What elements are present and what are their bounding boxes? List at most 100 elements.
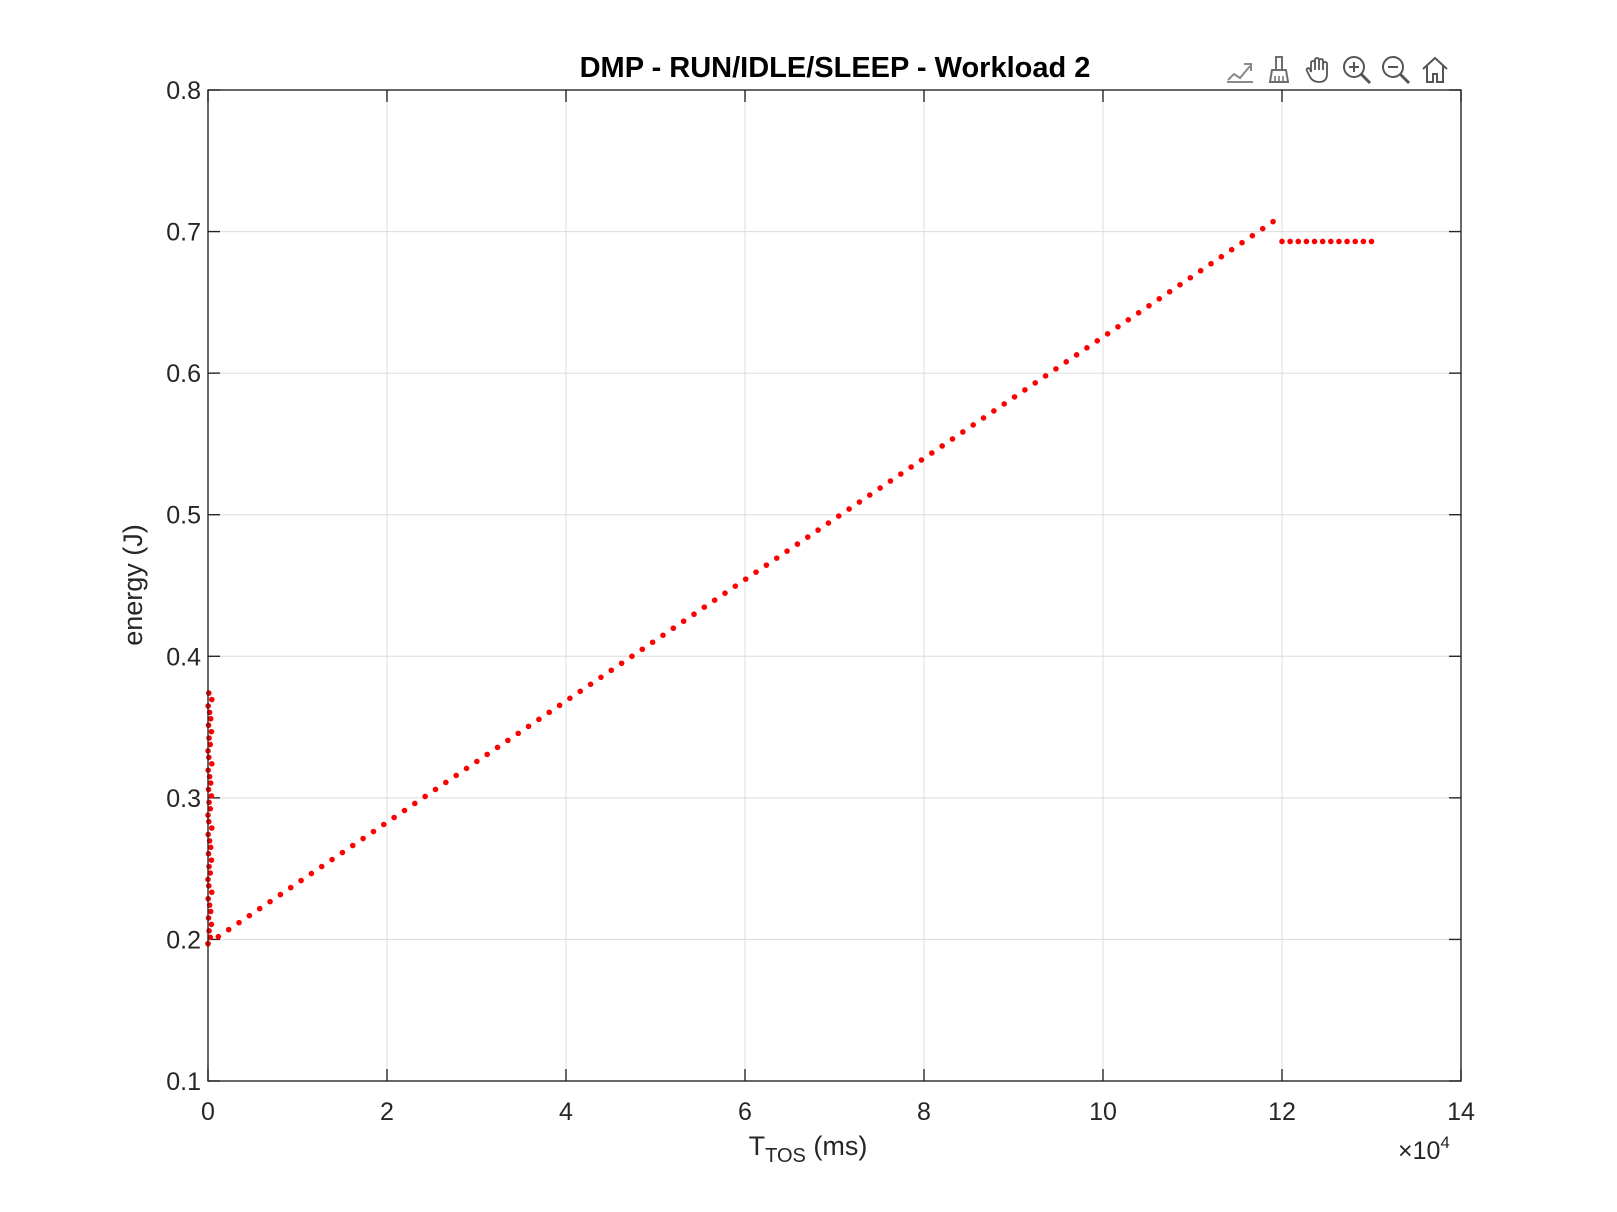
data-point (474, 758, 480, 765)
data-point (1042, 373, 1049, 379)
data-point (208, 825, 215, 831)
data-point (246, 912, 253, 919)
data-point (1125, 317, 1132, 323)
y-tick-label: 0.8 (166, 77, 201, 105)
x-tick-label: 2 (380, 1098, 394, 1126)
data-point (208, 760, 215, 767)
data-point (287, 884, 294, 891)
data-point (206, 735, 212, 741)
data-point (1270, 218, 1276, 225)
data-point (207, 844, 214, 851)
data-point (1328, 238, 1334, 245)
data-point (804, 534, 811, 540)
x-axis-label: TTOS (ms) (749, 1131, 868, 1167)
data-point (225, 926, 232, 933)
data-point (1228, 246, 1235, 253)
data-point (494, 744, 501, 751)
data-point (939, 443, 945, 449)
data-point (970, 422, 976, 428)
data-point (208, 921, 215, 928)
y-axis-label: energy (J) (118, 524, 148, 646)
zoom-out-button[interactable] (1378, 52, 1414, 88)
data-point (206, 690, 212, 696)
data-point (1011, 394, 1018, 400)
data-point (1053, 366, 1059, 372)
data-point (866, 492, 873, 498)
data-point (773, 555, 780, 561)
data-point (1218, 253, 1225, 260)
data-points (205, 218, 1375, 947)
x-tick-label: 14 (1447, 1098, 1475, 1126)
data-point (1319, 238, 1326, 245)
data-point (711, 597, 718, 603)
data-point (1336, 238, 1342, 245)
data-point (360, 835, 366, 842)
y-tick-label: 0.6 (166, 360, 201, 388)
brush-icon (1268, 56, 1290, 83)
data-point (1094, 338, 1101, 344)
x-axis-exponent-base: ×10 (1398, 1137, 1440, 1165)
data-point (215, 933, 222, 940)
data-point (208, 728, 215, 735)
data-point (856, 499, 863, 505)
data-point (453, 772, 459, 779)
data-point (207, 715, 214, 722)
data-point (587, 681, 594, 688)
data-point (680, 618, 687, 625)
data-point (701, 604, 708, 610)
data-point (556, 702, 563, 709)
data-point (546, 709, 553, 716)
x-axis-exponent-power: 4 (1440, 1133, 1449, 1152)
data-point (1063, 359, 1070, 365)
zoom-in-button[interactable] (1339, 52, 1375, 88)
x-tick-label: 10 (1089, 1098, 1117, 1126)
data-point (877, 485, 883, 491)
data-point (412, 800, 418, 807)
y-tick-label: 0.3 (166, 785, 201, 813)
data-point (649, 639, 656, 646)
y-tick-label: 0.2 (166, 926, 201, 954)
export-button[interactable] (1222, 52, 1258, 88)
data-point (1166, 288, 1173, 295)
home-button[interactable] (1417, 52, 1453, 88)
data-point (618, 660, 625, 667)
data-point (670, 625, 677, 632)
data-point (1135, 309, 1142, 316)
data-point (207, 934, 214, 941)
x-tick-label: 4 (559, 1098, 573, 1126)
data-point (1287, 238, 1293, 245)
data-point (577, 688, 584, 695)
data-point (1022, 387, 1028, 393)
data-point (1177, 281, 1183, 288)
data-point (732, 583, 739, 589)
x-tick-label: 8 (917, 1098, 931, 1126)
y-tick-labels: 0.1 0.2 0.3 0.4 0.5 0.6 0.7 0.8 (166, 77, 201, 1096)
data-point (1115, 324, 1121, 330)
data-point (208, 857, 215, 863)
data-point (1032, 380, 1039, 386)
data-point (401, 807, 408, 814)
data-point (1249, 232, 1256, 239)
data-point (660, 632, 666, 639)
data-point (1208, 260, 1214, 267)
data-point (1084, 345, 1090, 351)
data-point (846, 506, 852, 512)
brush-button[interactable] (1261, 52, 1297, 88)
x-axis-label-subscript: TOS (765, 1145, 806, 1167)
pan-hand-icon (1305, 57, 1328, 83)
data-point (463, 765, 470, 772)
data-point (1197, 267, 1204, 274)
data-point (206, 754, 212, 761)
pan-button[interactable] (1300, 52, 1336, 88)
data-point (207, 870, 214, 876)
data-point (1279, 238, 1285, 245)
data-point (1295, 238, 1302, 245)
axes-box (207, 89, 1462, 1082)
data-point (505, 737, 511, 744)
data-point (1352, 238, 1359, 245)
data-point (298, 877, 304, 884)
x-axis-label-unit: (ms) (806, 1131, 867, 1161)
data-point (825, 520, 832, 526)
data-point (308, 870, 315, 877)
